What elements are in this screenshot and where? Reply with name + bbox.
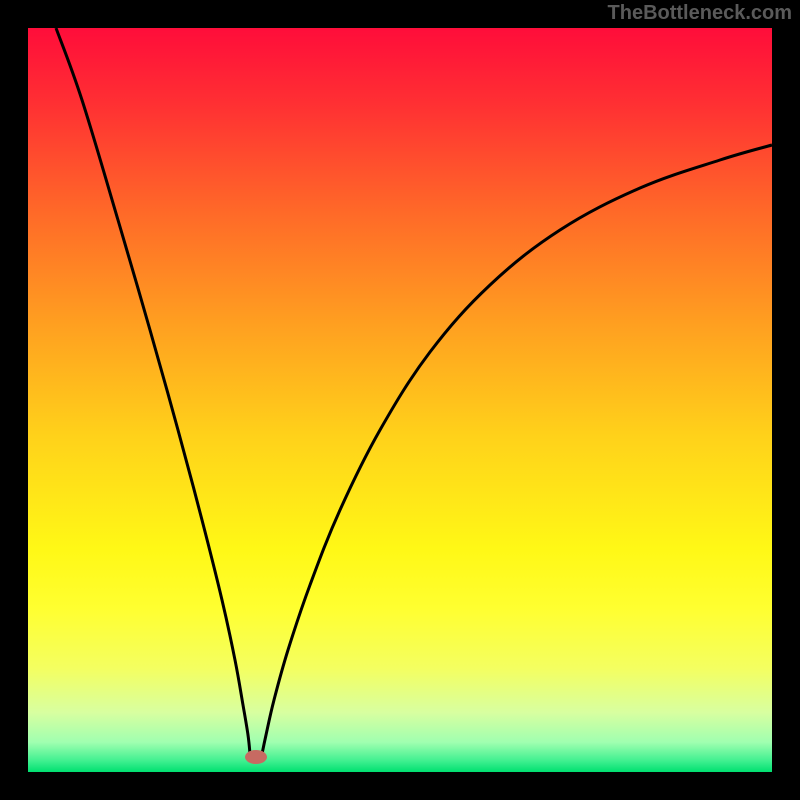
watermark-text: TheBottleneck.com — [608, 2, 792, 25]
chart-container: TheBottleneck.com — [0, 0, 800, 800]
plot-background — [28, 28, 772, 772]
v-curve-chart — [0, 0, 800, 800]
minimum-marker — [245, 750, 267, 764]
